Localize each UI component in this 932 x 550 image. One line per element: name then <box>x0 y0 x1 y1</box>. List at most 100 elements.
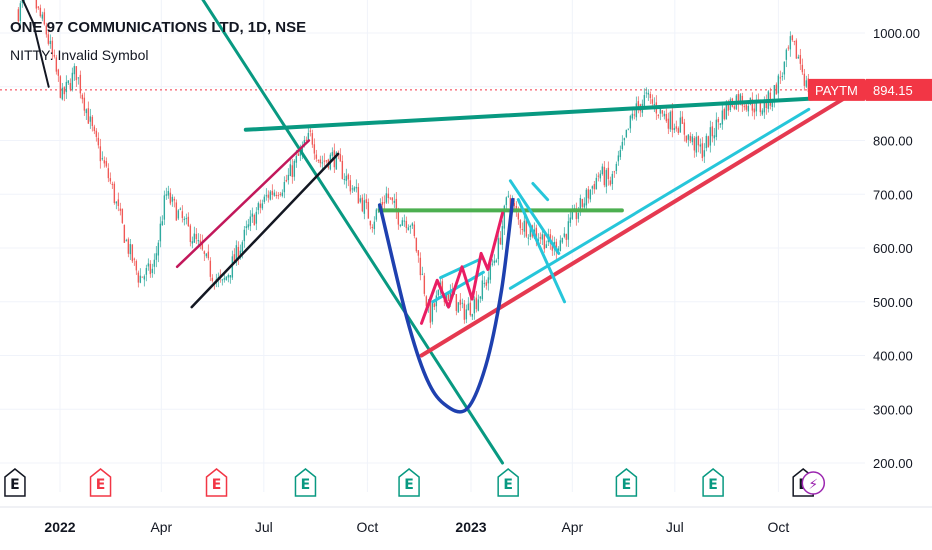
candle-body <box>709 127 712 146</box>
candle <box>653 97 656 113</box>
candle-body <box>123 225 126 243</box>
candle-body <box>195 234 198 240</box>
candle-body <box>115 201 118 204</box>
candle <box>507 190 510 198</box>
candle-body <box>183 218 186 221</box>
candle-body <box>69 83 72 90</box>
earnings-icon[interactable]: E <box>205 468 228 497</box>
earnings-badge <box>89 468 112 497</box>
candle-body <box>239 250 242 258</box>
earnings-icon[interactable]: E <box>4 468 26 497</box>
candle <box>715 112 718 141</box>
candle-body <box>585 189 588 206</box>
candle-body <box>101 158 104 160</box>
candle <box>675 120 678 132</box>
candle-body <box>419 257 422 276</box>
candle-body <box>39 7 42 17</box>
candle <box>685 135 688 144</box>
earnings-icon[interactable]: E <box>398 468 420 497</box>
candle-body <box>165 194 168 196</box>
candle-body <box>227 275 230 278</box>
candle-body <box>805 80 808 87</box>
candle-body <box>397 210 400 225</box>
candle <box>649 91 652 105</box>
candle-body <box>665 113 668 122</box>
candle <box>423 272 426 297</box>
candle-body <box>481 280 484 300</box>
candle <box>311 129 314 148</box>
legend-indicator[interactable]: NITTY: Invalid Symbol <box>10 47 149 63</box>
candle <box>623 137 626 146</box>
earnings-icon[interactable]: E <box>294 468 317 497</box>
candle-body <box>281 192 284 196</box>
candle-body <box>525 219 528 237</box>
candle-body <box>583 203 586 208</box>
candle <box>125 238 128 242</box>
candle <box>613 170 616 178</box>
candle <box>647 89 650 101</box>
candle <box>133 257 136 266</box>
candle <box>497 233 500 266</box>
candle-body <box>711 126 714 137</box>
candle-body <box>369 220 372 226</box>
legend-title[interactable]: ONE 97 COMMUNICATIONS LTD, 1D, NSE <box>10 19 307 36</box>
candle <box>43 8 46 26</box>
earnings-icon[interactable]: E <box>615 468 638 497</box>
candle-body <box>181 211 184 219</box>
earnings-icon[interactable]: E <box>702 468 724 497</box>
candle-body <box>493 260 496 263</box>
channel-upper <box>175 139 311 269</box>
candle <box>433 302 436 311</box>
candle-body <box>127 239 130 254</box>
candle <box>679 110 682 133</box>
candle <box>129 239 132 260</box>
candle-body <box>457 302 460 313</box>
candle-body <box>137 272 140 283</box>
candle <box>253 213 256 226</box>
candle-body <box>577 213 580 219</box>
candle-body <box>411 223 414 226</box>
candle-body <box>189 225 192 243</box>
channel-lower <box>190 152 340 309</box>
candle-body <box>715 119 718 137</box>
candle <box>97 132 100 149</box>
candle-body <box>231 256 234 278</box>
candle-body <box>701 143 704 159</box>
candle <box>751 92 754 117</box>
candle-body <box>671 110 674 130</box>
x-tick-label: Jul <box>666 519 684 535</box>
candle-body <box>161 221 164 226</box>
price-tag-symbol: PAYTM <box>815 83 858 98</box>
candle-body <box>21 0 24 4</box>
candle-body <box>91 116 94 126</box>
candle-body <box>125 240 128 242</box>
candle-body <box>773 85 776 102</box>
candle-body <box>233 254 236 262</box>
candle <box>149 260 152 278</box>
candle-body <box>733 106 736 109</box>
candle-body <box>63 87 66 95</box>
candle-body <box>559 240 562 251</box>
candle <box>571 204 574 221</box>
candle-body <box>385 193 388 203</box>
candle <box>55 54 58 75</box>
candle-body <box>663 113 666 117</box>
candle-body <box>87 108 90 124</box>
candle-body <box>545 244 548 249</box>
candle <box>665 108 668 123</box>
candle-body <box>243 229 246 242</box>
candle-body <box>683 122 686 135</box>
candle-body <box>779 77 782 79</box>
candle-body <box>679 117 682 133</box>
candle-body <box>409 226 412 228</box>
candle-body <box>575 208 578 220</box>
candle <box>81 93 84 104</box>
earnings-icon[interactable]: E <box>497 468 519 497</box>
candle-body <box>149 263 152 275</box>
earnings-icon[interactable]: E <box>89 468 112 497</box>
candle <box>99 138 102 169</box>
candle <box>589 188 592 203</box>
dividend-icon[interactable]: ⚡ <box>801 471 826 495</box>
